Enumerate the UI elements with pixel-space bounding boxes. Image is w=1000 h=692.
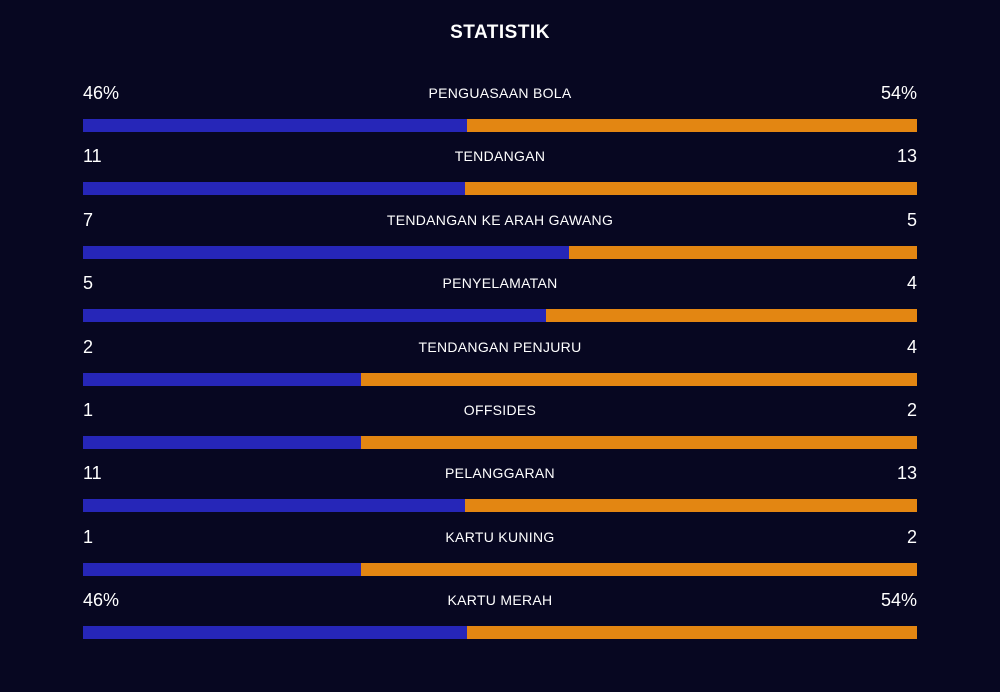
comparison-bar <box>83 499 917 513</box>
stat-row: 46% KARTU MERAH 54% <box>83 587 917 650</box>
home-value: 7 <box>83 209 94 230</box>
home-bar-fill <box>83 182 466 196</box>
comparison-bar <box>83 626 917 640</box>
comparison-bar <box>83 182 917 196</box>
stat-label: PENGUASAAN BOLA <box>428 85 572 101</box>
stat-label: PENYELAMATAN <box>442 275 558 292</box>
home-value: 1 <box>83 399 94 420</box>
stat-line: 7 TENDANGAN KE ARAH GAWANG 5 <box>83 210 917 234</box>
stat-row: 2 TENDANGAN PENJURU 4 <box>83 334 917 397</box>
away-bar-fill <box>360 562 917 576</box>
stat-rows: 46% PENGUASAAN BOLA 54% 11 TENDANGAN 13 7 TENDA… <box>83 80 917 651</box>
stat-row: 46% PENGUASAAN BOLA 54% <box>83 80 917 143</box>
stat-line: 46% KARTU MERAH 54% <box>83 590 917 614</box>
stat-line: 1 OFFSIDES 2 <box>83 400 917 424</box>
home-value: 46% <box>83 83 120 103</box>
away-value: 54% <box>880 83 917 103</box>
stat-label: TENDANGAN KE ARAH GAWANG <box>386 211 614 228</box>
stat-line: 46% PENGUASAAN BOLA 54% <box>83 83 917 107</box>
away-value: 13 <box>896 146 917 167</box>
home-value: 11 <box>83 463 102 484</box>
home-bar-fill <box>83 562 361 576</box>
away-value: 54% <box>880 590 917 611</box>
away-bar-fill <box>360 372 917 386</box>
stat-row: 11 PELANGGARAN 13 <box>83 460 917 523</box>
comparison-bar <box>83 119 917 132</box>
away-value: 13 <box>896 463 917 484</box>
home-bar-fill <box>83 435 361 449</box>
away-value: 2 <box>906 399 917 420</box>
away-bar-fill <box>569 245 917 259</box>
away-bar-fill <box>466 119 917 132</box>
stat-label: KARTU KUNING <box>445 528 555 545</box>
comparison-bar <box>83 245 917 259</box>
comparison-bar <box>83 372 917 386</box>
home-bar-fill <box>83 309 547 323</box>
away-bar-fill <box>465 499 917 513</box>
stat-line: 1 KARTU KUNING 2 <box>83 527 917 551</box>
home-bar-fill <box>83 245 570 259</box>
stat-label: PELANGGARAN <box>445 465 555 482</box>
home-bar-fill <box>83 372 361 386</box>
home-value: 46% <box>83 590 120 611</box>
stat-line: 11 PELANGGARAN 13 <box>83 463 917 487</box>
stat-label: TENDANGAN <box>454 148 546 165</box>
away-value: 2 <box>906 526 917 547</box>
comparison-bar <box>83 562 917 576</box>
statistics-title: STATISTIK <box>450 22 550 43</box>
stat-row: 1 KARTU KUNING 2 <box>83 524 917 587</box>
away-bar-fill <box>546 309 917 323</box>
home-bar-fill <box>83 626 467 640</box>
away-value: 4 <box>906 336 917 357</box>
home-value: 1 <box>83 526 94 547</box>
home-value: 11 <box>83 146 102 167</box>
stat-row: 7 TENDANGAN KE ARAH GAWANG 5 <box>83 207 917 270</box>
stat-label: OFFSIDES <box>463 401 537 418</box>
home-bar-fill <box>83 119 467 132</box>
home-bar-fill <box>83 499 466 513</box>
stat-label: KARTU MERAH <box>447 592 553 609</box>
stat-line: 2 TENDANGAN PENJURU 4 <box>83 337 917 361</box>
stat-line: 5 PENYELAMATAN 4 <box>83 273 917 297</box>
stat-row: 1 OFFSIDES 2 <box>83 397 917 460</box>
away-bar-fill <box>466 626 917 640</box>
away-value: 4 <box>906 273 917 294</box>
home-value: 2 <box>83 336 94 357</box>
comparison-bar <box>83 435 917 449</box>
comparison-bar <box>83 309 917 323</box>
away-bar-fill <box>465 182 917 196</box>
away-value: 5 <box>906 209 917 230</box>
stat-line: 11 TENDANGAN 13 <box>83 146 917 170</box>
away-bar-fill <box>360 435 917 449</box>
stat-row: 5 PENYELAMATAN 4 <box>83 270 917 333</box>
stat-row: 11 TENDANGAN 13 <box>83 143 917 206</box>
stat-label: TENDANGAN PENJURU <box>418 338 582 355</box>
home-value: 5 <box>83 273 94 294</box>
